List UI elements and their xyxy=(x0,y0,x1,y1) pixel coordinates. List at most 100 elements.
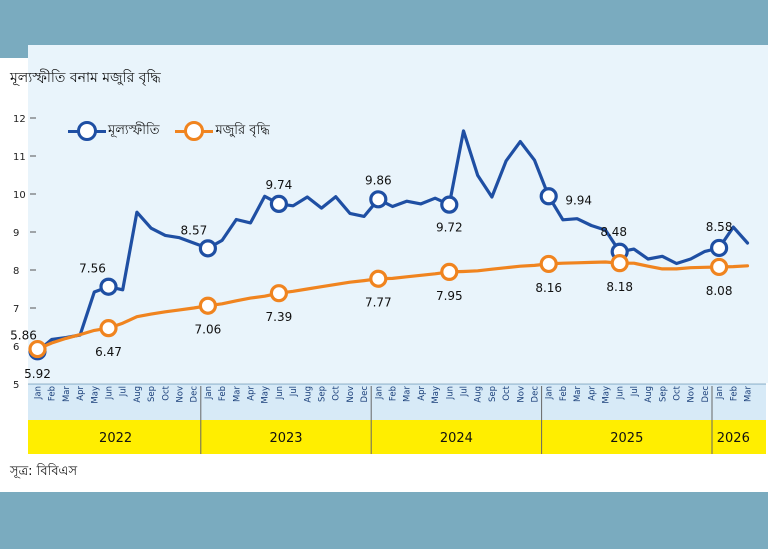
data-label-inflation: 8.58 xyxy=(706,220,733,234)
y-tick-label: 9 xyxy=(13,228,19,239)
source-note: সূত্র: বিবিএস xyxy=(10,464,78,479)
data-point-inflation xyxy=(491,196,493,198)
data-label-wage: 7.77 xyxy=(365,296,392,310)
legend-label-wage: মজুরি বৃদ্ধি xyxy=(215,122,270,138)
data-point-inflation xyxy=(462,130,464,132)
marker-inflation xyxy=(99,277,118,296)
month-tick-label: Sep xyxy=(318,386,328,402)
data-point-inflation xyxy=(235,218,237,220)
month-tick-label: Feb xyxy=(389,386,399,401)
month-tick-label: Nov xyxy=(687,386,697,403)
year-label: 2025 xyxy=(610,431,643,446)
month-tick-label: Nov xyxy=(346,386,356,403)
data-point-inflation xyxy=(590,224,592,226)
y-tick-label: 6 xyxy=(13,342,19,353)
month-tick-label: May xyxy=(431,386,441,404)
data-label-inflation: 5.86 xyxy=(10,328,37,342)
data-point-inflation xyxy=(150,227,152,229)
month-tick-label: Jan xyxy=(545,386,555,400)
month-tick-label: Dec xyxy=(360,386,370,403)
data-point-wage xyxy=(746,265,748,267)
data-point-wage xyxy=(93,329,95,331)
plot-area xyxy=(28,45,768,383)
marker-wage xyxy=(709,257,729,277)
marker-wage xyxy=(440,262,459,281)
year-label: 2022 xyxy=(99,431,132,446)
data-point-wage xyxy=(193,307,195,309)
y-tick-label: 8 xyxy=(13,266,19,277)
data-label-wage: 8.08 xyxy=(706,284,733,298)
data-point-wage xyxy=(178,309,180,311)
data-point-inflation xyxy=(136,211,138,213)
data-point-inflation xyxy=(647,258,649,260)
data-point-inflation xyxy=(505,160,507,162)
data-label-inflation: 7.56 xyxy=(79,262,106,276)
y-tick-label: 7 xyxy=(13,304,19,315)
data-point-inflation xyxy=(704,250,706,252)
data-point-inflation xyxy=(633,248,635,250)
data-label-wage: 6.47 xyxy=(95,345,122,359)
data-point-wage xyxy=(562,262,564,264)
month-tick-label: Sep xyxy=(658,386,668,402)
data-point-inflation xyxy=(477,174,479,176)
marker-wage xyxy=(99,319,118,338)
data-point-wage xyxy=(65,337,67,339)
month-tick-label: Jun xyxy=(445,386,455,400)
data-point-inflation xyxy=(406,200,408,202)
data-point-wage xyxy=(661,268,663,270)
marker-wage xyxy=(198,296,217,315)
data-point-inflation xyxy=(320,207,322,209)
data-point-inflation xyxy=(164,234,166,236)
marker-inflation xyxy=(269,194,288,213)
marker-wage xyxy=(28,339,47,359)
legend-label-inflation: মূল্যস্ফীতি xyxy=(108,122,160,138)
data-point-wage xyxy=(79,333,81,335)
data-label-inflation: 9.72 xyxy=(436,221,463,235)
month-tick-label: Oct xyxy=(673,385,683,400)
data-point-inflation xyxy=(306,196,308,198)
legend-swatch-wage xyxy=(175,120,214,142)
data-point-wage xyxy=(533,264,535,266)
data-point-inflation xyxy=(391,205,393,207)
month-tick-label: Dec xyxy=(531,386,541,403)
month-band xyxy=(28,384,766,420)
month-tick-label: Nov xyxy=(516,386,526,403)
data-point-inflation xyxy=(193,242,195,244)
data-label-inflation: 9.86 xyxy=(365,173,392,187)
data-point-wage xyxy=(221,303,223,305)
data-point-inflation xyxy=(93,291,95,293)
month-tick-label: Aug xyxy=(133,386,143,403)
data-point-inflation xyxy=(661,255,663,257)
data-point-wage xyxy=(420,274,422,276)
data-point-wage xyxy=(647,265,649,267)
data-point-wage xyxy=(391,277,393,279)
month-tick-label: Jun xyxy=(616,386,626,400)
marker-inflation xyxy=(198,239,217,258)
data-point-wage xyxy=(462,270,464,272)
month-tick-label: Nov xyxy=(176,386,186,403)
month-tick-label: Mar xyxy=(232,386,242,403)
data-point-wage xyxy=(292,290,294,292)
month-tick-label: Oct xyxy=(161,385,171,400)
month-tick-label: Apr xyxy=(417,386,427,401)
data-point-inflation xyxy=(363,215,365,217)
data-point-wage xyxy=(732,265,734,267)
data-point-inflation xyxy=(675,262,677,264)
data-label-inflation: 9.94 xyxy=(565,193,592,207)
data-point-wage xyxy=(306,288,308,290)
data-point-wage xyxy=(590,261,592,263)
year-label: 2026 xyxy=(717,431,750,446)
data-point-wage xyxy=(264,295,266,297)
data-point-wage xyxy=(122,322,124,324)
y-tick-label: 12 xyxy=(13,114,26,125)
marker-wage xyxy=(610,254,629,273)
month-tick-label: Jan xyxy=(374,386,384,400)
marker-wage xyxy=(369,269,388,288)
month-tick-label: Dec xyxy=(190,386,200,403)
month-tick-label: Jul xyxy=(289,386,299,397)
chart-title: মূল্যস্ফীতি বনাম মজুরি বৃদ্ধি xyxy=(10,70,161,86)
marker-inflation xyxy=(709,238,729,258)
data-point-inflation xyxy=(264,195,266,197)
data-point-inflation xyxy=(221,239,223,241)
data-point-wage xyxy=(136,316,138,318)
